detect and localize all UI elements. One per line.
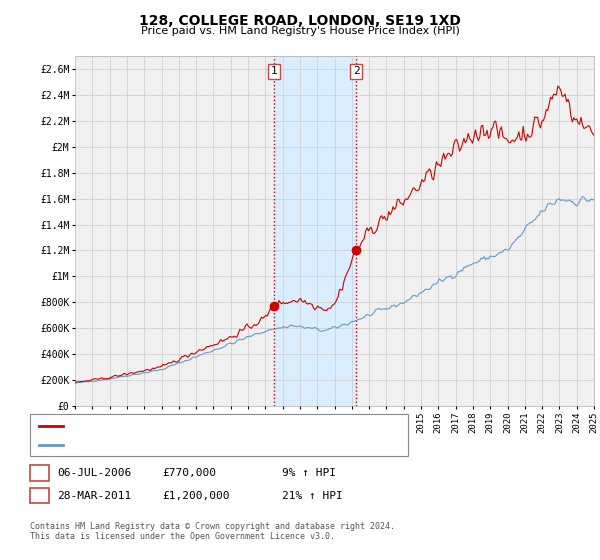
Text: 2: 2 — [36, 491, 43, 501]
Text: 128, COLLEGE ROAD, LONDON, SE19 1XD: 128, COLLEGE ROAD, LONDON, SE19 1XD — [139, 14, 461, 28]
Text: 21% ↑ HPI: 21% ↑ HPI — [282, 491, 343, 501]
Text: 28-MAR-2011: 28-MAR-2011 — [57, 491, 131, 501]
Text: £770,000: £770,000 — [162, 468, 216, 478]
Text: 1: 1 — [36, 468, 43, 478]
Text: HPI: Average price, detached house, Southwark: HPI: Average price, detached house, Sout… — [69, 440, 334, 450]
Bar — [274, 56, 356, 406]
Text: 9% ↑ HPI: 9% ↑ HPI — [282, 468, 336, 478]
Text: 2: 2 — [353, 67, 359, 77]
Text: 06-JUL-2006: 06-JUL-2006 — [57, 468, 131, 478]
Text: 1: 1 — [271, 67, 277, 77]
Text: Price paid vs. HM Land Registry's House Price Index (HPI): Price paid vs. HM Land Registry's House … — [140, 26, 460, 36]
Text: 128, COLLEGE ROAD, LONDON, SE19 1XD (detached house): 128, COLLEGE ROAD, LONDON, SE19 1XD (det… — [69, 421, 374, 431]
Text: £1,200,000: £1,200,000 — [162, 491, 229, 501]
Text: Contains HM Land Registry data © Crown copyright and database right 2024.
This d: Contains HM Land Registry data © Crown c… — [30, 522, 395, 542]
